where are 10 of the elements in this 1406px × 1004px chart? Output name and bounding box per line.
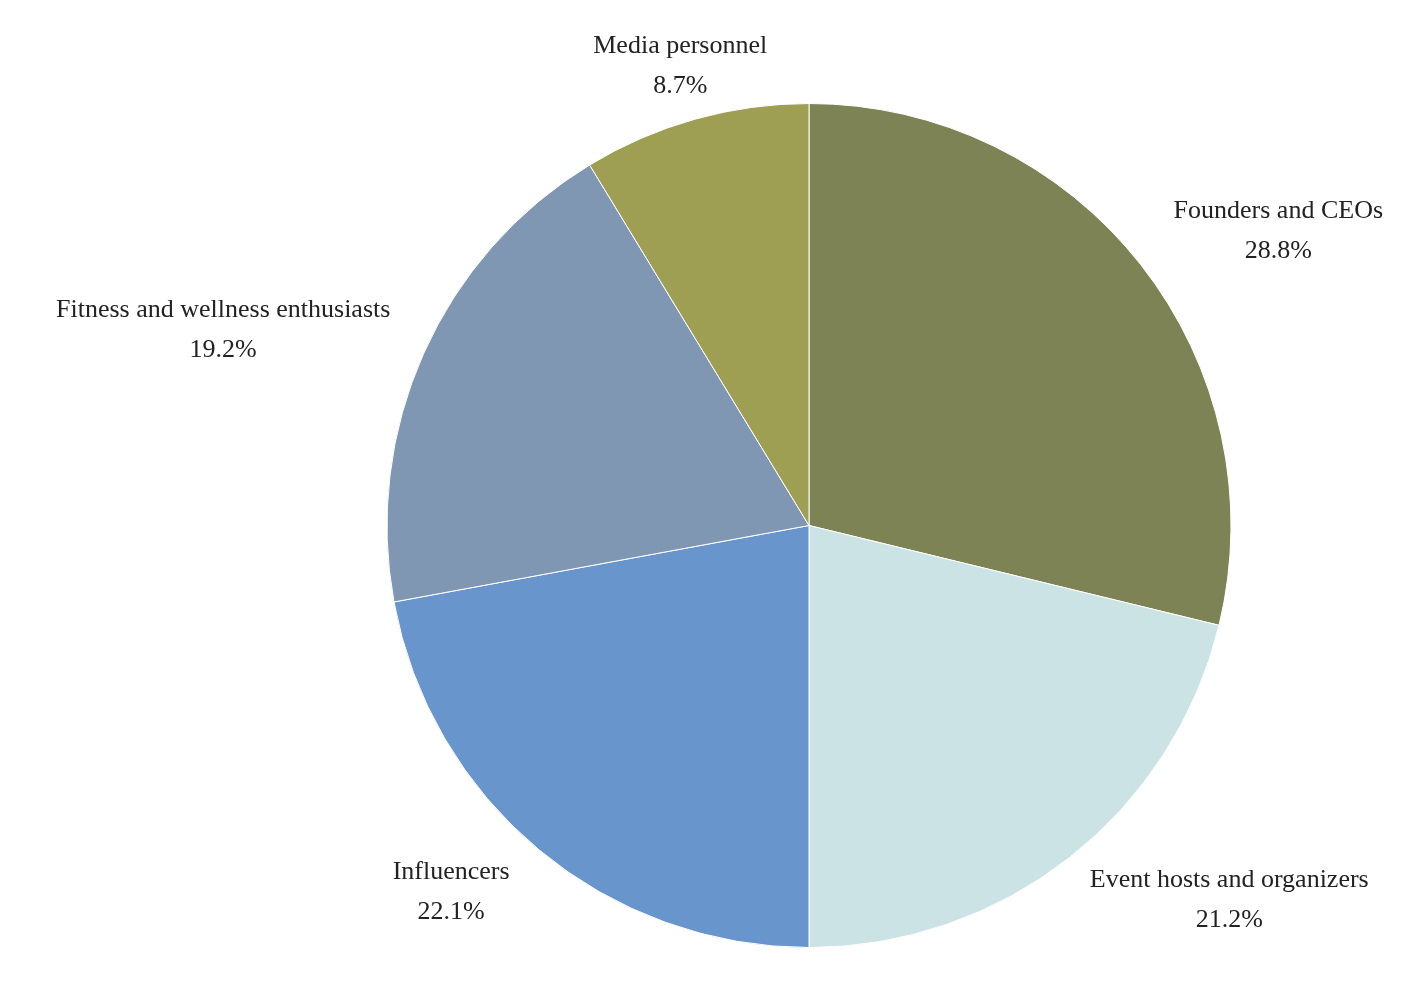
data-label: 22.1% xyxy=(417,895,485,925)
slice-label: Fitness and wellness enthusiasts xyxy=(55,294,391,324)
slice-label: Influencers xyxy=(392,855,510,885)
slice-label: Founders and CEOs xyxy=(1173,194,1384,224)
slice-label: Event hosts and organizers xyxy=(1089,864,1369,894)
data-label: 21.2% xyxy=(1195,904,1263,934)
slice-label: Media personnel xyxy=(593,30,768,60)
data-label: 19.2% xyxy=(189,334,257,364)
data-label: 8.7% xyxy=(653,70,708,100)
data-label: 28.8% xyxy=(1244,234,1312,264)
